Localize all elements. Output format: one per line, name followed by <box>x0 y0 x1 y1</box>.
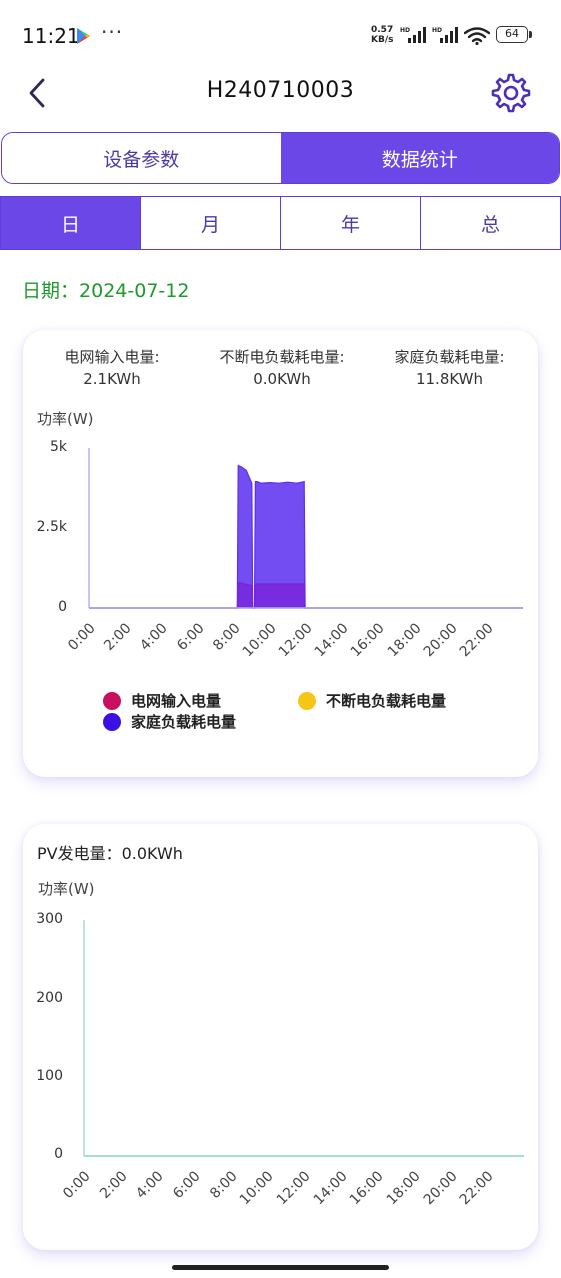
svg-text:HD: HD <box>432 27 442 34</box>
pv-chart-plot <box>83 920 524 1157</box>
legend-label: 家庭负载耗电量 <box>131 713 237 731</box>
x-tick-label: 0:00 <box>60 1168 94 1202</box>
tab-month[interactable]: 月 <box>140 197 280 249</box>
stat-label: 电网输入电量: <box>64 348 160 366</box>
signal-icon-2: HD <box>432 27 458 43</box>
pv-label: PV发电量： <box>37 844 122 863</box>
tab-data-statistics[interactable]: 数据统计 <box>280 133 559 183</box>
main-tabs: 设备参数 数据统计 <box>1 132 560 184</box>
y-tick-label: 2.5k <box>36 519 67 535</box>
legend-dot <box>103 691 121 710</box>
legend-dot <box>103 712 121 731</box>
tab-device-params[interactable]: 设备参数 <box>2 133 281 183</box>
tab-day[interactable]: 日 <box>1 197 140 249</box>
legend-dot <box>298 691 316 710</box>
y-tick-label: 300 <box>36 911 63 927</box>
series-area-1 <box>89 582 523 608</box>
date-label: 日期： <box>22 280 80 302</box>
series-line-1 <box>89 581 523 609</box>
battery-tip <box>529 31 532 38</box>
status-time: 11:21 <box>22 24 80 48</box>
battery-icon: 64 <box>496 26 528 43</box>
pv-chart-card: PV发电量：0.0KWh 功率(W) 300 200 100 0 0:00 2:0… <box>23 824 538 1250</box>
y-axis-title: 功率(W) <box>37 410 94 428</box>
legend-label: 电网输入电量 <box>131 692 222 710</box>
signal-icon: HD <box>400 27 426 43</box>
legend-ups-load[interactable]: 不断电负载耗电量 <box>298 690 446 711</box>
y-tick-label: 200 <box>36 990 63 1006</box>
energy-chart-plot <box>88 448 523 609</box>
stat-value: 0.0KWh <box>253 370 311 388</box>
stat-grid-input: 电网输入电量: 2.1KWh <box>37 346 187 390</box>
tab-year[interactable]: 年 <box>280 197 420 249</box>
stat-ups-load: 不断电负载耗电量: 0.0KWh <box>187 346 377 390</box>
energy-chart-card: 电网输入电量: 2.1KWh 不断电负载耗电量: 0.0KWh 家庭负载耗电量:… <box>23 330 538 777</box>
y-tick-label: 0 <box>58 599 67 615</box>
stat-label: 不断电负载耗电量: <box>219 348 345 366</box>
home-indicator[interactable] <box>172 1265 389 1270</box>
period-tabs: 日 月 年 总 <box>0 196 561 250</box>
x-tick-label: 18:00 <box>383 1168 424 1209</box>
gear-icon <box>491 73 531 113</box>
y-tick-label: 0 <box>54 1146 63 1162</box>
date-value: 2024-07-12 <box>79 280 190 302</box>
more-dots: ··· <box>101 20 124 44</box>
settings-button[interactable] <box>490 72 532 114</box>
stat-value: 2.1KWh <box>83 370 141 388</box>
wifi-icon <box>464 27 490 45</box>
y-tick-label: 5k <box>49 439 67 455</box>
net-speed: 0.57 KB/s <box>371 25 394 45</box>
stat-home-load: 家庭负载耗电量: 11.8KWh <box>367 346 532 390</box>
play-store-icon <box>77 28 90 44</box>
legend-label: 不断电负载耗电量 <box>326 692 447 710</box>
legend-home-load[interactable]: 家庭负载耗电量 <box>103 711 236 732</box>
series-area-0 <box>89 465 523 608</box>
x-tick-label: 12:00 <box>273 1168 314 1209</box>
date-selector[interactable]: 日期：2024-07-12 <box>22 276 189 303</box>
y-tick-label: 100 <box>36 1068 63 1084</box>
back-button[interactable] <box>20 74 54 112</box>
status-bar: 11:21 ··· 0.57 KB/s HD HD 64 <box>0 0 561 70</box>
legend-grid-input[interactable]: 电网输入电量 <box>103 690 221 711</box>
series-line-0 <box>89 464 523 609</box>
pv-value: 0.0KWh <box>121 844 183 863</box>
svg-text:HD: HD <box>400 27 410 34</box>
stat-value: 11.8KWh <box>415 370 484 388</box>
tab-total[interactable]: 总 <box>420 197 560 249</box>
stat-label: 家庭负载耗电量: <box>394 348 505 366</box>
y-axis-title: 功率(W) <box>38 880 95 898</box>
pv-generation: PV发电量：0.0KWh <box>37 840 183 864</box>
page-title: H240710003 <box>206 78 355 103</box>
x-tick-label: 6:00 <box>170 1168 204 1202</box>
chevron-left-icon <box>29 78 45 108</box>
